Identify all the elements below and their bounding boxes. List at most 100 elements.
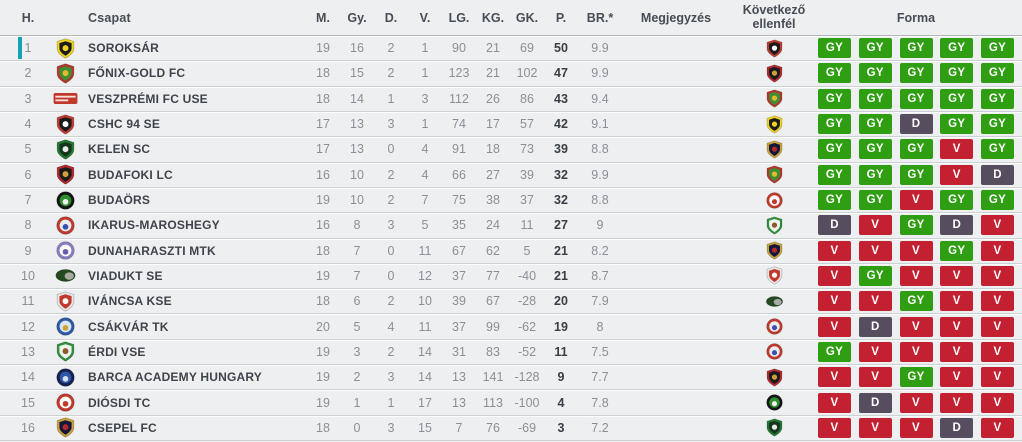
table-row[interactable]: 10 VIADUKT SE 19 7 0 12 37 77 -40 21 8.7 V GY V V V <box>0 264 1022 290</box>
form-result-badge[interactable]: GY <box>818 164 851 185</box>
next-opponent-crest-icon[interactable] <box>766 165 783 184</box>
form-result-badge[interactable]: GY <box>818 139 851 160</box>
team-name-link[interactable]: CSHC 94 SE <box>88 117 161 132</box>
form-result-badge[interactable]: GY <box>981 88 1014 109</box>
form-result-badge[interactable]: D <box>858 392 892 413</box>
form-result-badge[interactable]: D <box>858 316 892 337</box>
form-result-badge[interactable]: GY <box>981 63 1014 84</box>
form-result-badge[interactable]: V <box>981 316 1014 337</box>
next-opponent-crest-icon[interactable] <box>765 318 783 335</box>
next-opponent-crest-icon[interactable] <box>766 39 783 58</box>
form-result-badge[interactable]: GY <box>981 190 1014 211</box>
next-opponent-crest-icon[interactable] <box>766 89 783 108</box>
form-result-badge[interactable]: V <box>858 291 892 312</box>
team-name-link[interactable]: DIÓSDI TC <box>88 395 151 410</box>
form-result-badge[interactable]: GY <box>981 38 1014 59</box>
form-result-badge[interactable]: GY <box>899 215 933 236</box>
form-result-badge[interactable]: GY <box>858 38 892 59</box>
form-result-badge[interactable]: V <box>940 316 974 337</box>
form-result-badge[interactable]: GY <box>818 341 851 362</box>
form-result-badge[interactable]: V <box>940 367 974 388</box>
next-opponent-crest-icon[interactable] <box>766 64 783 83</box>
team-name-link[interactable]: VESZPRÉMI FC USE <box>88 91 208 106</box>
form-result-badge[interactable]: GY <box>899 88 933 109</box>
form-result-badge[interactable]: V <box>858 417 892 438</box>
next-opponent-crest-icon[interactable] <box>766 115 783 134</box>
form-result-badge[interactable]: D <box>818 215 851 236</box>
table-row[interactable]: 6 BUDAFOKI LC 16 10 2 4 66 27 39 32 9.9 GY GY GY V D <box>0 163 1022 188</box>
form-result-badge[interactable]: GY <box>858 63 892 84</box>
form-result-badge[interactable]: GY <box>858 139 892 160</box>
next-opponent-crest-icon[interactable] <box>766 241 783 260</box>
form-result-badge[interactable]: GY <box>818 63 851 84</box>
form-result-badge[interactable]: V <box>818 367 851 388</box>
form-result-badge[interactable]: V <box>981 240 1014 261</box>
form-result-badge[interactable]: GY <box>899 139 933 160</box>
form-result-badge[interactable]: GY <box>899 63 933 84</box>
form-result-badge[interactable]: V <box>858 215 892 236</box>
form-result-badge[interactable]: GY <box>858 265 892 286</box>
team-name-link[interactable]: CSEPEL FC <box>88 420 157 435</box>
form-result-badge[interactable]: V <box>899 190 933 211</box>
form-result-badge[interactable]: V <box>940 265 974 286</box>
form-result-badge[interactable]: GY <box>858 114 892 135</box>
form-result-badge[interactable]: GY <box>899 38 933 59</box>
form-result-badge[interactable]: V <box>940 139 974 160</box>
form-result-badge[interactable]: D <box>899 114 933 135</box>
form-result-badge[interactable]: V <box>940 392 974 413</box>
form-result-badge[interactable]: GY <box>981 114 1014 135</box>
team-name-link[interactable]: DUNAHARASZTI MTK <box>88 243 216 258</box>
table-row[interactable]: 13 ÉRDI VSE 19 3 2 14 31 83 -52 11 7.5 GY V V V V <box>0 340 1022 366</box>
form-result-badge[interactable]: V <box>981 291 1014 312</box>
form-result-badge[interactable]: V <box>981 367 1014 388</box>
form-result-badge[interactable]: V <box>899 240 933 261</box>
table-row[interactable]: 1 SOROKSÁR 19 16 2 1 90 21 69 50 9.9 GY GY GY GY GY <box>0 36 1022 62</box>
form-result-badge[interactable]: GY <box>981 139 1014 160</box>
form-result-badge[interactable]: D <box>940 215 974 236</box>
form-result-badge[interactable]: GY <box>940 114 974 135</box>
form-result-badge[interactable]: V <box>818 240 851 261</box>
team-name-link[interactable]: FŐNIX-GOLD FC <box>88 66 186 81</box>
form-result-badge[interactable]: GY <box>940 38 974 59</box>
form-result-badge[interactable]: D <box>940 417 974 438</box>
form-result-badge[interactable]: V <box>899 392 933 413</box>
team-name-link[interactable]: BARCA ACADEMY HUNGARY <box>88 370 262 385</box>
next-opponent-crest-icon[interactable] <box>766 266 783 286</box>
next-opponent-crest-icon[interactable] <box>766 216 783 235</box>
table-row[interactable]: 8 IKARUS-MAROSHEGY 16 8 3 5 35 24 11 27 9 D V GY D V <box>0 213 1022 239</box>
form-result-badge[interactable]: GY <box>940 63 974 84</box>
team-name-link[interactable]: VIADUKT SE <box>88 268 163 283</box>
team-name-link[interactable]: IVÁNCSA KSE <box>88 294 172 309</box>
next-opponent-crest-icon[interactable] <box>766 140 783 159</box>
form-result-badge[interactable]: V <box>899 341 933 362</box>
form-result-badge[interactable]: V <box>818 291 851 312</box>
form-result-badge[interactable]: V <box>981 215 1014 236</box>
team-name-link[interactable]: IKARUS-MAROSHEGY <box>88 218 220 233</box>
form-result-badge[interactable]: V <box>981 265 1014 286</box>
form-result-badge[interactable]: GY <box>940 240 974 261</box>
next-opponent-crest-icon[interactable] <box>766 418 783 437</box>
form-result-badge[interactable]: V <box>858 367 892 388</box>
form-result-badge[interactable]: GY <box>858 190 892 211</box>
form-result-badge[interactable]: GY <box>818 38 851 59</box>
table-row[interactable]: 5 KELEN SC 17 13 0 4 91 18 73 39 8.8 GY GY GY V GY <box>0 137 1022 163</box>
form-result-badge[interactable]: GY <box>858 88 892 109</box>
form-result-badge[interactable]: V <box>858 240 892 261</box>
next-opponent-crest-icon[interactable] <box>765 295 784 307</box>
next-opponent-crest-icon[interactable] <box>765 394 783 411</box>
next-opponent-crest-icon[interactable] <box>765 343 783 361</box>
form-result-badge[interactable]: V <box>899 417 933 438</box>
form-result-badge[interactable]: V <box>818 316 851 337</box>
form-result-badge[interactable]: V <box>981 341 1014 362</box>
table-row[interactable]: 11 IVÁNCSA KSE 18 6 2 10 39 67 -28 20 7.9 V V GY V V <box>0 289 1022 315</box>
form-result-badge[interactable]: V <box>940 291 974 312</box>
form-result-badge[interactable]: V <box>858 341 892 362</box>
form-result-badge[interactable]: GY <box>858 164 892 185</box>
table-row[interactable]: 14 BARCA ACADEMY HUNGARY 19 2 3 14 13 141 -128 9… <box>0 365 1022 391</box>
team-name-link[interactable]: ÉRDI VSE <box>88 344 146 359</box>
form-result-badge[interactable]: V <box>981 417 1014 438</box>
form-result-badge[interactable]: V <box>818 265 851 286</box>
